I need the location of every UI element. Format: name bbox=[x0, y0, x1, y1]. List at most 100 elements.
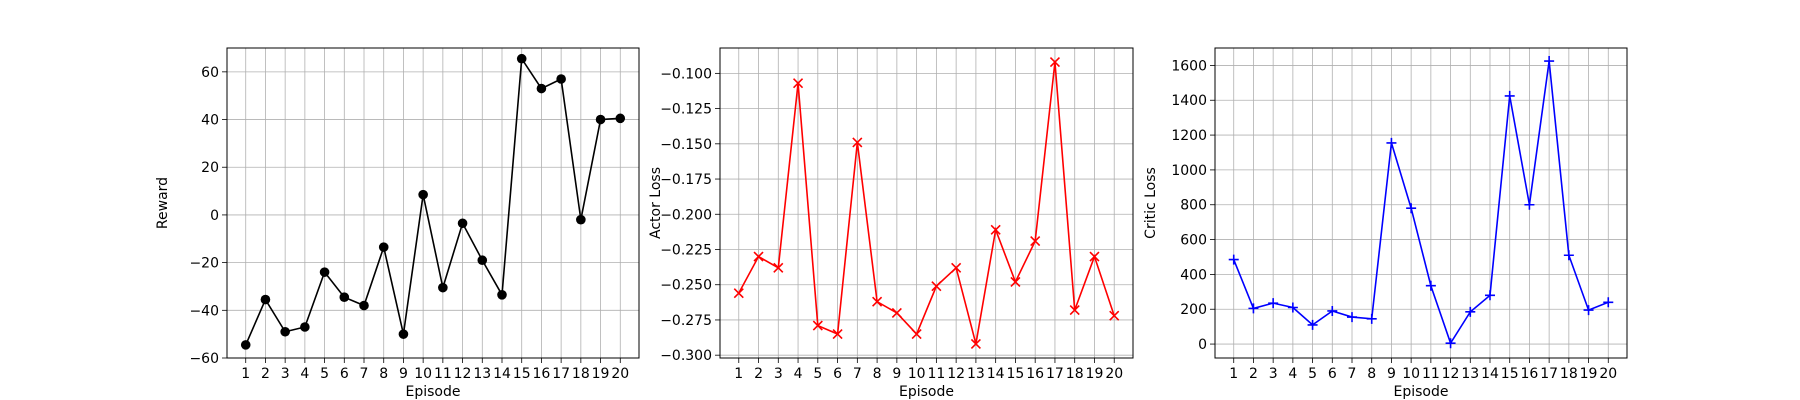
x-tick-label: 12 bbox=[947, 366, 965, 382]
x-tick-label: 9 bbox=[892, 366, 901, 382]
x-tick-label: 7 bbox=[360, 366, 369, 382]
data-point bbox=[891, 307, 902, 318]
data-point bbox=[497, 290, 507, 300]
y-tick-label: −0.225 bbox=[660, 243, 712, 259]
y-tick-label: −0.300 bbox=[660, 348, 712, 364]
series-line bbox=[244, 56, 621, 346]
data-point bbox=[1583, 305, 1594, 316]
x-tick-label: 8 bbox=[379, 366, 388, 382]
data-point bbox=[1603, 297, 1614, 308]
data-point bbox=[1524, 199, 1535, 210]
x-tick-label: 10 bbox=[908, 366, 926, 382]
data-point bbox=[1049, 57, 1061, 68]
y-tick-label: −0.175 bbox=[660, 172, 712, 188]
x-tick-label: 12 bbox=[454, 366, 472, 382]
data-point bbox=[1504, 90, 1515, 101]
x-tick-label: 18 bbox=[1066, 366, 1084, 382]
axes-frame bbox=[719, 47, 1134, 359]
data-point bbox=[970, 338, 981, 349]
x-tick-label: 13 bbox=[473, 366, 491, 382]
x-tick-label: 3 bbox=[281, 366, 290, 382]
series-line bbox=[738, 62, 1115, 345]
x-tick-label: 20 bbox=[1105, 366, 1123, 382]
x-tick-label: 4 bbox=[794, 366, 803, 382]
data-point bbox=[1089, 251, 1100, 262]
x-tick-label: 17 bbox=[552, 366, 570, 382]
x-tick-label: 16 bbox=[1026, 366, 1044, 382]
y-axis-label: Critic Loss bbox=[1143, 167, 1159, 239]
x-tick-label: 11 bbox=[1422, 366, 1440, 382]
x-tick-label: 17 bbox=[1046, 366, 1064, 382]
data-point bbox=[1069, 305, 1080, 316]
x-tick-label: 15 bbox=[1501, 366, 1519, 382]
x-tick-label: 1 bbox=[1229, 366, 1238, 382]
x-tick-label: 7 bbox=[1348, 366, 1357, 382]
data-point bbox=[516, 53, 527, 64]
x-tick-label: 15 bbox=[1007, 366, 1025, 382]
x-tick-label: 14 bbox=[493, 366, 511, 382]
data-point bbox=[398, 329, 409, 339]
data-point bbox=[1287, 302, 1298, 313]
x-tick-label: 20 bbox=[611, 366, 629, 382]
data-point bbox=[1307, 319, 1318, 330]
y-tick-label: 800 bbox=[1180, 198, 1207, 214]
x-tick-label: 5 bbox=[813, 366, 822, 382]
x-tick-label: 9 bbox=[399, 366, 408, 382]
data-point bbox=[773, 262, 784, 273]
x-axis-label: Episode bbox=[406, 384, 461, 400]
data-point bbox=[1544, 56, 1555, 67]
x-tick-label: 19 bbox=[592, 366, 610, 382]
x-tick-label: 2 bbox=[754, 366, 763, 382]
data-point bbox=[319, 267, 330, 277]
x-tick-label: 5 bbox=[320, 366, 329, 382]
x-tick-label: 9 bbox=[1387, 366, 1396, 382]
x-tick-label: 5 bbox=[1308, 366, 1317, 382]
x-tick-label: 12 bbox=[1442, 366, 1460, 382]
y-tick-label: 600 bbox=[1180, 233, 1207, 249]
x-tick-label: 4 bbox=[300, 366, 309, 382]
x-axis-label: Episode bbox=[899, 384, 954, 400]
data-point bbox=[1465, 306, 1476, 317]
y-tick-label: 1600 bbox=[1171, 58, 1207, 74]
data-point bbox=[1563, 250, 1574, 261]
data-point bbox=[1268, 298, 1279, 309]
data-point bbox=[1445, 338, 1456, 349]
y-tick-label: −0.100 bbox=[660, 66, 712, 82]
x-tick-label: 1 bbox=[734, 366, 743, 382]
y-tick-label: −0.275 bbox=[660, 313, 712, 329]
subplot-2: 1 2 3 4 5 6 7 8 9 10 11 12 13 14 15 16 17 18 19 20−0.300−0.… bbox=[648, 47, 1134, 400]
data-point bbox=[536, 83, 547, 94]
y-tick-label: 40 bbox=[201, 113, 219, 129]
x-tick-label: 18 bbox=[572, 366, 590, 382]
y-tick-label: −60 bbox=[189, 351, 219, 367]
data-point bbox=[1010, 276, 1021, 287]
data-point bbox=[1386, 137, 1397, 148]
series-line bbox=[1232, 60, 1609, 346]
data-point bbox=[300, 322, 310, 332]
x-tick-label: 4 bbox=[1288, 366, 1297, 382]
x-tick-label: 8 bbox=[1367, 366, 1376, 382]
data-point bbox=[931, 281, 942, 292]
data-point bbox=[1030, 235, 1041, 247]
y-tick-label: −0.250 bbox=[660, 278, 712, 294]
x-tick-label: 6 bbox=[1328, 366, 1337, 382]
y-tick-label: −40 bbox=[189, 303, 219, 319]
data-point bbox=[990, 224, 1001, 235]
axes-frame bbox=[226, 47, 640, 359]
data-point bbox=[418, 189, 428, 200]
data-point bbox=[378, 242, 389, 252]
x-tick-label: 11 bbox=[927, 366, 945, 382]
x-tick-label: 6 bbox=[833, 366, 842, 382]
data-point bbox=[753, 251, 764, 262]
data-point bbox=[852, 137, 863, 148]
x-tick-label: 2 bbox=[1249, 366, 1258, 382]
y-tick-label: −20 bbox=[189, 256, 219, 272]
x-tick-label: 13 bbox=[1461, 366, 1479, 382]
y-tick-label: −0.125 bbox=[660, 102, 712, 118]
x-tick-label: 16 bbox=[533, 366, 551, 382]
y-tick-label: 60 bbox=[201, 65, 219, 81]
x-tick-label: 19 bbox=[1580, 366, 1598, 382]
data-point bbox=[1347, 312, 1357, 323]
y-axis-label: Actor Loss bbox=[648, 167, 664, 239]
